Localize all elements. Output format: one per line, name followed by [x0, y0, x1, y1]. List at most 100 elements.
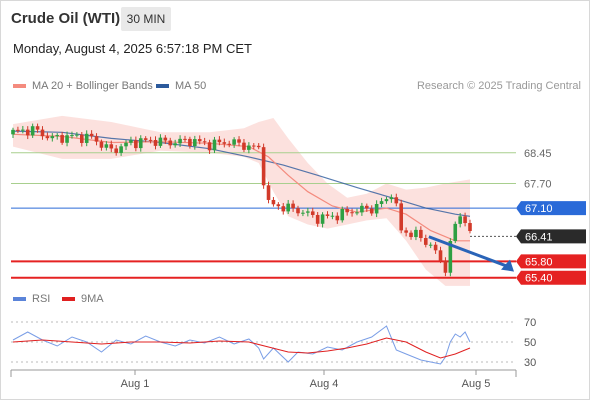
candle-body: [65, 135, 69, 143]
rsi-9ma-line: [12, 337, 471, 359]
timeframe-badge[interactable]: 30 MIN: [121, 7, 171, 31]
level-label-68.45: 68.45: [524, 148, 552, 160]
candle-body: [438, 250, 443, 261]
candle-body: [30, 126, 35, 136]
candle-body: [251, 145, 256, 147]
candle-body: [423, 238, 428, 245]
forecast-arrow-shaft: [428, 235, 509, 268]
candle-body: [148, 139, 153, 141]
candle-body: [320, 214, 325, 224]
candle-body: [419, 229, 423, 239]
legend-9ma: 9MA: [62, 293, 104, 305]
candle-body: [153, 139, 158, 146]
time-axis: Aug 1 Aug 4 Aug 5: [10, 369, 517, 390]
candle-body: [384, 199, 389, 202]
candle-body: [369, 208, 374, 214]
candle-body: [276, 204, 281, 207]
forecast-arrow-head: [501, 259, 514, 272]
candle-body: [84, 133, 89, 143]
legend-label-9ma: 9MA: [81, 293, 104, 305]
candle-body: [25, 129, 30, 136]
candle-body: [310, 211, 315, 215]
candle-body: [158, 137, 163, 146]
candle-body: [124, 142, 128, 147]
candle-body: [35, 126, 40, 130]
level-label-67.70: 67.70: [524, 178, 552, 190]
candle-body: [291, 203, 295, 209]
bollinger-band: [13, 115, 470, 286]
candle-body: [379, 201, 384, 205]
candle-body: [433, 244, 438, 251]
candle-body: [79, 134, 84, 143]
level-tag-67.10: [516, 201, 586, 216]
candle-body: [350, 212, 354, 214]
rsi-line: [12, 325, 471, 365]
candle-body: [237, 139, 241, 143]
level-tag-65.40: [516, 270, 586, 285]
rsi-tick-70: 70: [524, 317, 536, 329]
level-label-65.80: 65.80: [525, 256, 553, 268]
legend-ma50: MA 50: [156, 80, 206, 92]
legend-label-rsi: RSI: [32, 293, 51, 305]
candle-body: [212, 139, 217, 151]
candle-body: [217, 139, 222, 143]
candle-body: [89, 133, 94, 137]
candle-body: [256, 145, 261, 148]
level-tag-66.41: [516, 229, 586, 244]
candle-body: [134, 140, 138, 149]
candle-body: [468, 223, 472, 232]
candle-body: [75, 134, 79, 136]
timestamp: Monday, August 4, 2025 6:57:18 PM CET: [13, 41, 252, 56]
candle-body: [365, 205, 369, 209]
time-tick-label: Aug 1: [121, 378, 150, 390]
time-tick-label: Aug 5: [462, 378, 491, 390]
candle-body: [394, 197, 399, 204]
candle-body: [325, 214, 330, 216]
candle-body: [453, 223, 458, 241]
candle-body: [301, 212, 305, 214]
candle-body: [45, 136, 50, 139]
candle-body: [286, 203, 290, 212]
candle-body: [389, 197, 394, 200]
research-credit: Research © 2025 Trading Central: [416, 80, 581, 92]
level-tags: 68.45 67.70 67.10 66.41 65.80 65.40: [516, 148, 586, 285]
candle-body: [40, 129, 45, 137]
candle-body: [21, 129, 25, 131]
candle-body: [281, 206, 286, 212]
candle-body: [119, 146, 123, 153]
legend-rsi: RSI: [13, 293, 50, 305]
candle-body: [109, 144, 114, 149]
candle-body: [94, 136, 99, 142]
level-tag-65.80: [516, 254, 586, 269]
candle-body: [399, 203, 404, 231]
candle-body: [458, 216, 462, 224]
candle-body: [340, 208, 345, 221]
candle-body: [143, 138, 148, 140]
rsi-panel: 70 50 30: [11, 317, 536, 369]
candle-body: [306, 211, 310, 213]
time-tick-label: Aug 4: [310, 378, 339, 390]
candle-body: [404, 230, 408, 233]
candle-body: [296, 208, 300, 214]
candle-body: [138, 138, 143, 149]
candle-body: [242, 142, 246, 150]
candle-body: [129, 140, 133, 143]
candle-body: [360, 205, 364, 213]
legend-label-ma50: MA 50: [175, 80, 207, 92]
legend-swatch-ma50: [156, 84, 169, 88]
candle-body: [197, 139, 202, 142]
candle-body: [222, 142, 227, 144]
candle-body: [315, 214, 320, 224]
candle-body: [335, 215, 340, 221]
ma50-line: [12, 130, 471, 217]
rsi-tick-50: 50: [524, 337, 536, 349]
candle-body: [345, 208, 349, 213]
legend-ma20: MA 20 + Bollinger Bands: [13, 80, 153, 92]
rsi-tick-30: 30: [524, 357, 536, 369]
candle-body: [163, 137, 168, 141]
candle-body: [183, 138, 187, 140]
candle-body: [355, 212, 359, 214]
candle-body: [104, 144, 109, 148]
candle-body: [428, 244, 433, 246]
candle-body: [168, 140, 173, 146]
